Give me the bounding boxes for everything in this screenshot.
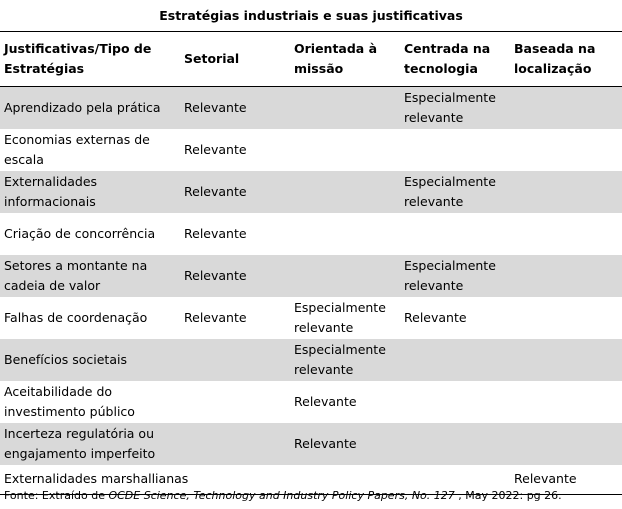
- header-cell: Orientada à missão: [290, 31, 400, 87]
- table-cell: Relevante: [184, 141, 247, 157]
- source-note: Fonte: Extraído de OCDE Science, Technol…: [4, 489, 562, 503]
- table-cell: [510, 338, 622, 381]
- table-cell: [510, 213, 622, 255]
- table-cell: Relevante: [184, 225, 247, 241]
- table-cell: [180, 422, 290, 465]
- header-cell: Justificativas/Tipo de Estratégias: [0, 31, 180, 87]
- table-cell: Especialmente relevante: [290, 338, 400, 381]
- table-cell: [510, 86, 622, 129]
- table-cell: Especialmente relevante: [400, 254, 510, 297]
- table-cell: Benefícios societais: [0, 338, 180, 381]
- table-cell: Relevante: [184, 309, 247, 325]
- table-cell: Especialmente relevante: [294, 299, 386, 335]
- table-cell: [290, 213, 400, 255]
- table-cell: Setores a montante na cadeia de valor: [0, 254, 180, 297]
- table-row: Incerteza regulatória ou engajamento imp…: [0, 422, 622, 465]
- table-cell: [290, 86, 400, 129]
- table-row: Aprendizado pela prática Relevante Espec…: [0, 86, 622, 129]
- table-cell: [510, 170, 622, 213]
- table-cell: [180, 464, 290, 495]
- table-cell: [510, 254, 622, 297]
- table-cell: [180, 381, 290, 423]
- table-cell: [400, 129, 510, 171]
- table-cell: [180, 338, 290, 381]
- source-publication: OCDE Science, Technology and Industry Po…: [108, 489, 455, 502]
- table-cell: Falhas de coordenação: [4, 309, 148, 325]
- header-cell: Baseada na localização: [510, 31, 622, 87]
- table-cell: [400, 213, 510, 255]
- table-cell: Incerteza regulatória ou engajamento imp…: [0, 422, 180, 465]
- table-row: Economias externas de escala Relevante: [0, 129, 622, 171]
- table-cell: [400, 381, 510, 423]
- table-cell: [290, 129, 400, 171]
- table-title: Estratégias industriais e suas justifica…: [159, 8, 463, 23]
- table-cell: Relevante: [290, 422, 400, 465]
- table-row: Falhas de coordenação Relevante Especial…: [0, 297, 622, 339]
- table-row: Externalidades informacionais Relevante …: [0, 170, 622, 213]
- header-cell: Setorial: [180, 31, 290, 87]
- table-row: Criação de concorrência Relevante: [0, 213, 622, 255]
- source-prefix: Fonte: Extraído de: [4, 489, 109, 502]
- table-cell: Criação de concorrência: [4, 225, 156, 241]
- header-cell: Centrada na tecnologia: [400, 31, 510, 87]
- table-cell: Relevante: [510, 464, 622, 495]
- table-cell: [400, 338, 510, 381]
- table-row: Aceitabilidade do investimento público R…: [0, 381, 622, 423]
- table-cell: Aceitabilidade do investimento público: [4, 383, 135, 419]
- table-cell: Relevante: [180, 170, 290, 213]
- table-row: Benefícios societais Especialmente relev…: [0, 338, 622, 381]
- table-cell: Externalidades informacionais: [0, 170, 180, 213]
- table-cell: Especialmente relevante: [400, 86, 510, 129]
- table-cell: [510, 129, 622, 171]
- table-cell: [510, 381, 622, 423]
- table-cell: Externalidades marshallianas: [0, 464, 188, 495]
- table-cell: [400, 464, 510, 495]
- table-cell: [510, 297, 622, 339]
- strategies-table: Justificativas/Tipo de Estratégias Setor…: [0, 31, 622, 495]
- table-cell: [510, 422, 622, 465]
- table-row: Setores a montante na cadeia de valor Re…: [0, 254, 622, 297]
- table-row: Externalidades marshallianas Relevante: [0, 464, 622, 495]
- table-cell: Relevante: [294, 393, 357, 409]
- table-cell: [400, 422, 510, 465]
- table-cell: Economias externas de escala: [4, 131, 150, 167]
- table-cell: [290, 170, 400, 213]
- table-cell: Relevante: [180, 254, 290, 297]
- table-cell: Relevante: [180, 86, 290, 129]
- table-cell: [290, 464, 400, 495]
- header-row: Justificativas/Tipo de Estratégias Setor…: [0, 31, 622, 87]
- table-cell: [290, 254, 400, 297]
- table-cell: Aprendizado pela prática: [0, 86, 180, 129]
- table-cell: Relevante: [404, 309, 467, 325]
- source-suffix: , May 2022: pg 26.: [454, 489, 562, 502]
- table-cell: Especialmente relevante: [400, 170, 510, 213]
